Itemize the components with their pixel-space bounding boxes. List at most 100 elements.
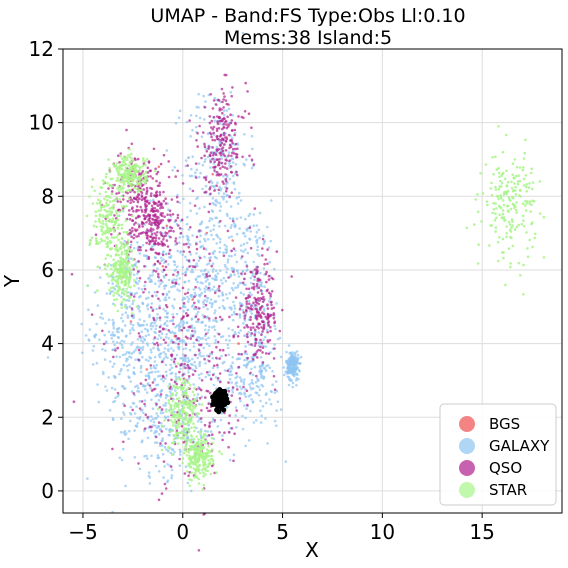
point-star <box>525 183 528 186</box>
point-galaxy <box>257 331 261 334</box>
point-star <box>118 246 122 250</box>
point-qso <box>167 218 170 222</box>
point-galaxy <box>118 341 122 345</box>
point-qso <box>130 142 134 146</box>
point-star <box>515 201 518 204</box>
point-qso <box>215 158 218 161</box>
point-star <box>542 215 546 219</box>
point-qso <box>213 419 216 422</box>
point-galaxy <box>211 197 215 200</box>
point-star <box>174 426 178 430</box>
point-galaxy <box>169 319 172 323</box>
point-galaxy <box>114 396 117 400</box>
point-qso <box>245 287 248 291</box>
point-qso <box>132 268 135 271</box>
point-qso <box>259 349 262 352</box>
point-galaxy <box>138 318 142 321</box>
point-star <box>198 471 202 475</box>
point-qso <box>170 397 173 401</box>
point-qso <box>156 290 159 294</box>
point-qso <box>200 156 203 160</box>
point-galaxy <box>204 375 208 379</box>
point-qso <box>267 352 271 356</box>
point-qso <box>138 197 141 201</box>
point-qso <box>204 303 208 307</box>
point-star <box>516 182 520 186</box>
x-tick-label: 5 <box>276 520 289 544</box>
point-galaxy <box>150 351 153 354</box>
point-star <box>136 183 139 187</box>
point-galaxy <box>170 474 174 477</box>
point-qso <box>180 328 184 332</box>
point-qso <box>270 290 274 293</box>
point-galaxy <box>220 157 224 161</box>
point-galaxy <box>189 253 193 256</box>
point-star <box>182 381 185 385</box>
point-galaxy <box>155 363 158 367</box>
point-qso <box>170 198 174 201</box>
point-star <box>96 265 99 269</box>
point-qso <box>224 136 227 139</box>
point-galaxy <box>231 318 235 322</box>
point-qso <box>135 235 138 238</box>
point-qso <box>161 253 165 257</box>
point-galaxy <box>159 421 163 425</box>
point-star <box>120 223 124 227</box>
point-galaxy <box>125 364 129 368</box>
point-qso <box>116 391 120 395</box>
point-qso <box>243 272 247 276</box>
point-qso <box>158 325 162 329</box>
point-galaxy <box>156 454 160 457</box>
point-galaxy <box>167 449 170 453</box>
point-qso <box>250 158 254 161</box>
point-galaxy <box>215 320 219 324</box>
point-galaxy <box>190 167 193 171</box>
point-galaxy <box>136 241 139 244</box>
point-galaxy <box>119 430 123 434</box>
point-star <box>524 174 528 177</box>
point-qso <box>140 220 144 224</box>
point-star <box>194 450 198 454</box>
point-galaxy <box>245 352 249 356</box>
point-star <box>193 387 196 390</box>
point-qso <box>148 384 152 387</box>
point-galaxy <box>195 313 199 316</box>
point-galaxy <box>117 336 120 340</box>
point-star <box>187 450 191 454</box>
point-qso <box>114 217 118 220</box>
point-qso <box>189 226 192 229</box>
point-star <box>120 280 124 284</box>
point-qso <box>164 197 167 200</box>
point-star <box>203 439 206 442</box>
point-galaxy <box>134 281 138 284</box>
point-qso <box>137 462 140 465</box>
y-axis-label: Y <box>0 274 24 288</box>
point-star <box>124 249 128 253</box>
point-qso <box>250 304 253 308</box>
point-star <box>202 484 206 487</box>
point-galaxy <box>153 355 157 359</box>
point-galaxy <box>236 375 239 378</box>
point-galaxy <box>122 402 125 406</box>
point-star <box>489 187 493 190</box>
point-star <box>511 173 514 177</box>
point-star <box>105 236 108 239</box>
point-galaxy <box>181 298 184 302</box>
point-galaxy <box>213 335 216 338</box>
point-qso <box>127 184 130 188</box>
point-star <box>494 188 498 191</box>
point-qso <box>174 175 177 178</box>
point-qso <box>126 191 129 195</box>
point-qso <box>162 235 166 238</box>
point-galaxy <box>148 313 151 317</box>
point-galaxy <box>150 327 153 331</box>
point-galaxy <box>218 241 222 244</box>
point-qso <box>257 326 260 330</box>
point-galaxy <box>289 351 292 355</box>
point-star <box>502 171 505 175</box>
point-galaxy <box>299 355 303 359</box>
point-qso <box>194 305 197 309</box>
point-qso <box>160 360 164 364</box>
point-galaxy <box>258 388 262 392</box>
point-star <box>129 249 133 252</box>
